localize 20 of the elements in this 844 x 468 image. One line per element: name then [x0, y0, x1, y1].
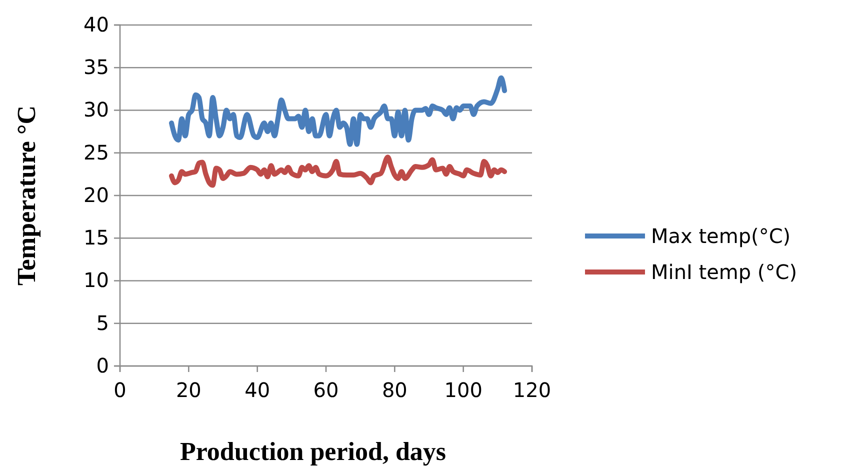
- x-tick-label: 40: [244, 378, 270, 402]
- x-tick-label: 20: [176, 378, 202, 402]
- legend-label: Max temp(°C): [651, 224, 791, 248]
- x-tick-label: 100: [444, 378, 482, 402]
- y-tick-label: 40: [84, 12, 109, 36]
- y-tick-label: 10: [84, 268, 109, 292]
- x-tick-label: 120: [512, 378, 552, 402]
- y-tick-label: 15: [84, 226, 109, 250]
- x-tick-label: 0: [114, 378, 126, 402]
- y-tick-label: 25: [84, 140, 109, 164]
- y-tick-label: 35: [84, 55, 109, 80]
- x-axis-title: Production period, days: [180, 437, 446, 466]
- y-tick-label: 30: [84, 98, 109, 122]
- y-tick-label: 5: [96, 310, 109, 335]
- legend-label: MinI temp (°C): [651, 260, 797, 284]
- y-tick-label: 0: [96, 353, 109, 378]
- y-tick-label: 20: [84, 182, 109, 207]
- y-axis-title: Temperature °C: [12, 105, 41, 286]
- x-tick-label: 60: [313, 378, 339, 402]
- x-tick-label: 80: [382, 378, 408, 402]
